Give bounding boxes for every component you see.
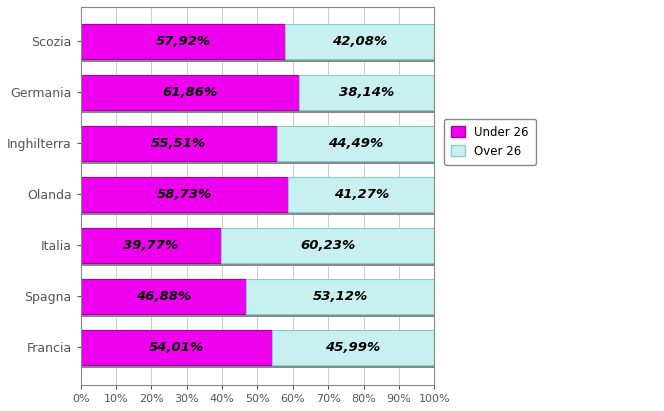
Bar bbox=[272, 330, 434, 365]
Text: 41,27%: 41,27% bbox=[333, 188, 389, 201]
Bar bbox=[299, 75, 434, 110]
Legend: Under 26, Over 26: Under 26, Over 26 bbox=[444, 119, 536, 165]
Bar bbox=[272, 333, 434, 368]
Text: 58,73%: 58,73% bbox=[157, 188, 212, 201]
Bar bbox=[221, 228, 434, 263]
Text: 42,08%: 42,08% bbox=[332, 35, 388, 48]
Bar bbox=[81, 129, 277, 164]
Text: 44,49%: 44,49% bbox=[328, 137, 383, 150]
Bar bbox=[289, 180, 434, 215]
Text: 46,88%: 46,88% bbox=[136, 290, 191, 303]
Text: 39,77%: 39,77% bbox=[124, 239, 179, 252]
Text: 60,23%: 60,23% bbox=[300, 239, 355, 252]
Bar bbox=[222, 231, 434, 266]
Bar bbox=[81, 231, 222, 266]
Bar bbox=[81, 27, 286, 62]
Bar bbox=[81, 24, 286, 59]
Bar bbox=[246, 279, 434, 314]
Text: 54,01%: 54,01% bbox=[149, 341, 204, 354]
Text: 61,86%: 61,86% bbox=[163, 86, 218, 99]
Bar bbox=[246, 282, 434, 317]
Text: 53,12%: 53,12% bbox=[313, 290, 368, 303]
Bar bbox=[277, 126, 434, 161]
Bar bbox=[81, 177, 288, 212]
Bar bbox=[81, 228, 221, 263]
Text: 55,51%: 55,51% bbox=[151, 137, 207, 150]
Bar bbox=[81, 75, 299, 110]
Text: 57,92%: 57,92% bbox=[155, 35, 210, 48]
Bar bbox=[81, 279, 246, 314]
Text: 45,99%: 45,99% bbox=[325, 341, 380, 354]
Bar bbox=[299, 78, 434, 113]
Bar bbox=[81, 78, 299, 113]
Bar bbox=[288, 177, 434, 212]
Bar bbox=[81, 282, 246, 317]
Bar bbox=[286, 24, 434, 59]
Bar bbox=[286, 27, 434, 62]
Bar bbox=[81, 126, 277, 161]
Bar bbox=[81, 180, 289, 215]
Bar bbox=[277, 129, 434, 164]
Text: 38,14%: 38,14% bbox=[339, 86, 394, 99]
Bar bbox=[81, 333, 272, 368]
Bar bbox=[81, 330, 272, 365]
